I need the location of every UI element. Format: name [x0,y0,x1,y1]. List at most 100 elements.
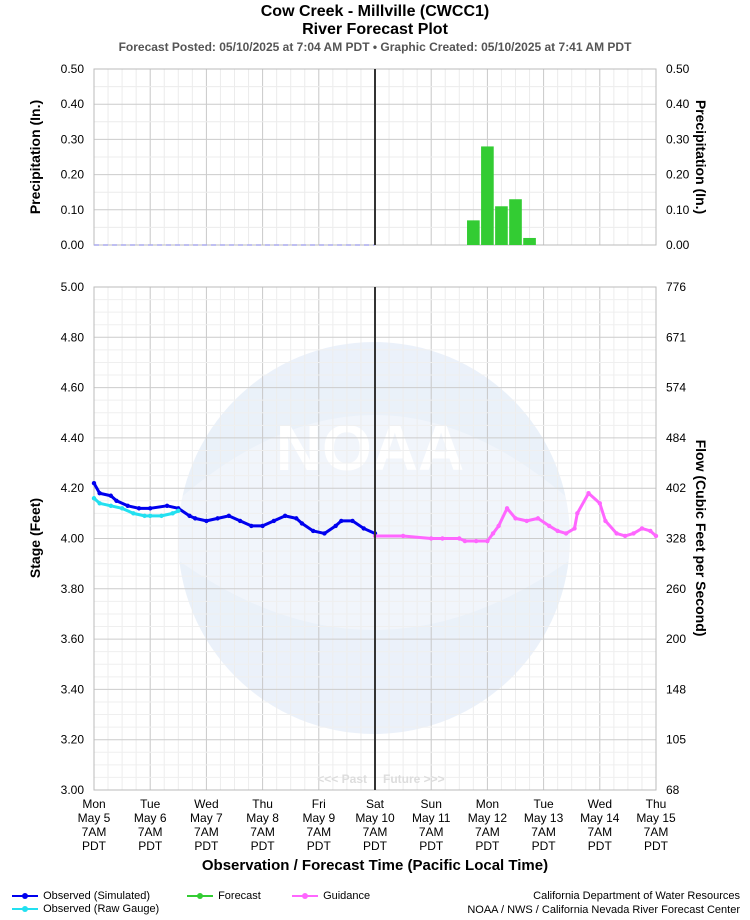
series-point-observed-simulated [91,480,97,486]
x-tick-label: PDT [475,839,500,853]
precip-ytick-right: 0.10 [666,203,690,217]
precip-forecast-bar [481,146,494,245]
precip-ytick-left: 0.30 [61,132,85,146]
stage-ytick-left: 4.40 [61,431,85,445]
x-tick-label: PDT [363,839,388,853]
x-tick-label: May 14 [580,811,620,825]
series-point-guidance [563,531,569,536]
series-point-guidance [572,526,577,531]
flow-ytick-right: 776 [666,280,686,294]
flow-ytick-right: 105 [666,733,686,747]
legend-label-guidance: Guidance [323,890,371,902]
precip-ytick-right: 0.40 [666,97,690,111]
precip-ytick-left: 0.00 [61,238,85,252]
flow-ytick-right: 148 [666,682,686,696]
precip-forecast-bar [467,220,480,245]
series-point-observed-simulated [310,528,316,534]
series-point-observed-simulated [299,521,305,526]
x-tick-label: 7AM [531,825,556,839]
series-point-observed-simulated [192,516,198,521]
series-line-observed-simulated [92,482,376,535]
forecast-swatch-icon [187,893,213,900]
x-tick-label: PDT [82,839,107,853]
series-point-observed-simulated [215,516,220,521]
x-tick-label: 7AM [82,825,107,839]
x-tick-label: 7AM [363,825,388,839]
series-point-guidance [485,538,490,544]
series-point-guidance [490,531,496,536]
x-tick-label: May 13 [524,811,564,825]
x-tick-label: PDT [194,839,219,853]
x-tick-label: PDT [307,839,332,853]
precip-ytick-left: 0.10 [61,203,85,217]
legend-label-observed-simulated: Observed (Simulated) [43,890,151,902]
series-point-guidance [603,518,608,524]
x-tick-label: May 7 [190,811,223,825]
past-label: <<< Past [317,772,367,786]
series-point-observed-raw-gauge [142,513,147,519]
legend-item-guidance: Guidance [290,890,370,902]
precip-ytick-right: 0.20 [666,168,690,182]
flow-ylabel-right: Flow (Cubic Feet per Second) [693,440,709,637]
series-point-guidance [575,511,580,516]
x-tick-label: Mon [476,797,499,811]
series-point-guidance [614,531,619,536]
series-point-observed-simulated [114,498,119,503]
precip-forecast-bar [495,206,508,245]
x-tick-label: PDT [419,839,444,853]
series-point-guidance [524,518,529,524]
series-point-observed-raw-gauge [108,503,114,509]
series-point-guidance [653,533,659,539]
x-tick-label: Thu [252,797,273,811]
x-tick-label: 7AM [306,825,331,839]
series-point-observed-simulated [294,516,299,521]
legend-label-forecast: Forecast [218,890,261,902]
series-point-observed-simulated [339,518,344,524]
precipitation-plot: 0.00 0.00 0.10 0.10 0.20 0.20 0.30 0.30 0.40 0.40… [27,62,709,252]
series-point-observed-raw-gauge [176,508,181,514]
chart-subtitle: River Forecast Plot [302,21,448,38]
x-tick-label: 7AM [419,825,444,839]
precip-forecast-bar [523,237,536,245]
series-point-guidance [440,536,445,541]
x-tick-label: Mon [82,797,105,811]
series-point-observed-simulated [249,523,254,529]
x-tick-label: May 8 [246,811,279,825]
precip-ytick-right: 0.00 [666,238,690,252]
x-tick-label: May 9 [302,811,335,825]
footer-agency-line1: California Department of Water Resources [533,890,740,902]
x-tick-label: Wed [194,797,218,811]
chart-title: Cow Creek - Millville (CWCC1) [260,3,490,20]
stage-plot: 3.00 68 3.20 105 3.40 148 3.60 200 3.80 260 4.00 32… [27,280,709,874]
legend-item-observed-raw: Observed (Raw Gauge) [10,903,159,915]
flow-ytick-right: 328 [666,532,686,546]
precip-ytick-right: 0.50 [666,62,690,76]
series-point-guidance [462,538,468,544]
x-tick-label: PDT [138,839,163,853]
x-tick-label: May 6 [134,811,167,825]
series-point-observed-simulated [125,503,130,509]
series-point-guidance [535,516,541,521]
flow-ytick-right: 68 [666,783,680,797]
legend-item-forecast: Forecast [185,890,261,902]
series-point-observed-simulated [333,523,338,529]
series-point-guidance [457,536,462,541]
series-point-observed-simulated [226,513,232,519]
x-tick-label: May 15 [636,811,676,825]
series-point-guidance [513,516,518,521]
flow-ytick-right: 671 [666,330,686,344]
x-tick-label: 7AM [644,825,669,839]
guidance-swatch-icon [292,893,318,900]
stage-ytick-left: 4.00 [61,532,85,546]
series-point-observed-simulated [350,518,355,524]
stage-ytick-left: 3.80 [61,582,85,596]
x-tick-label: PDT [532,839,557,853]
stage-ytick-left: 3.40 [61,682,85,696]
series-point-guidance [496,523,501,529]
x-tick-label: Tue [533,797,554,811]
series-point-observed-raw-gauge [170,511,175,516]
footer-agency-line2: NOAA / NWS / California Nevada River For… [467,904,740,916]
precip-ylabel-right: Precipitation (In.) [693,100,709,214]
x-tick-label: 7AM [138,825,163,839]
series-point-observed-simulated [164,503,170,509]
